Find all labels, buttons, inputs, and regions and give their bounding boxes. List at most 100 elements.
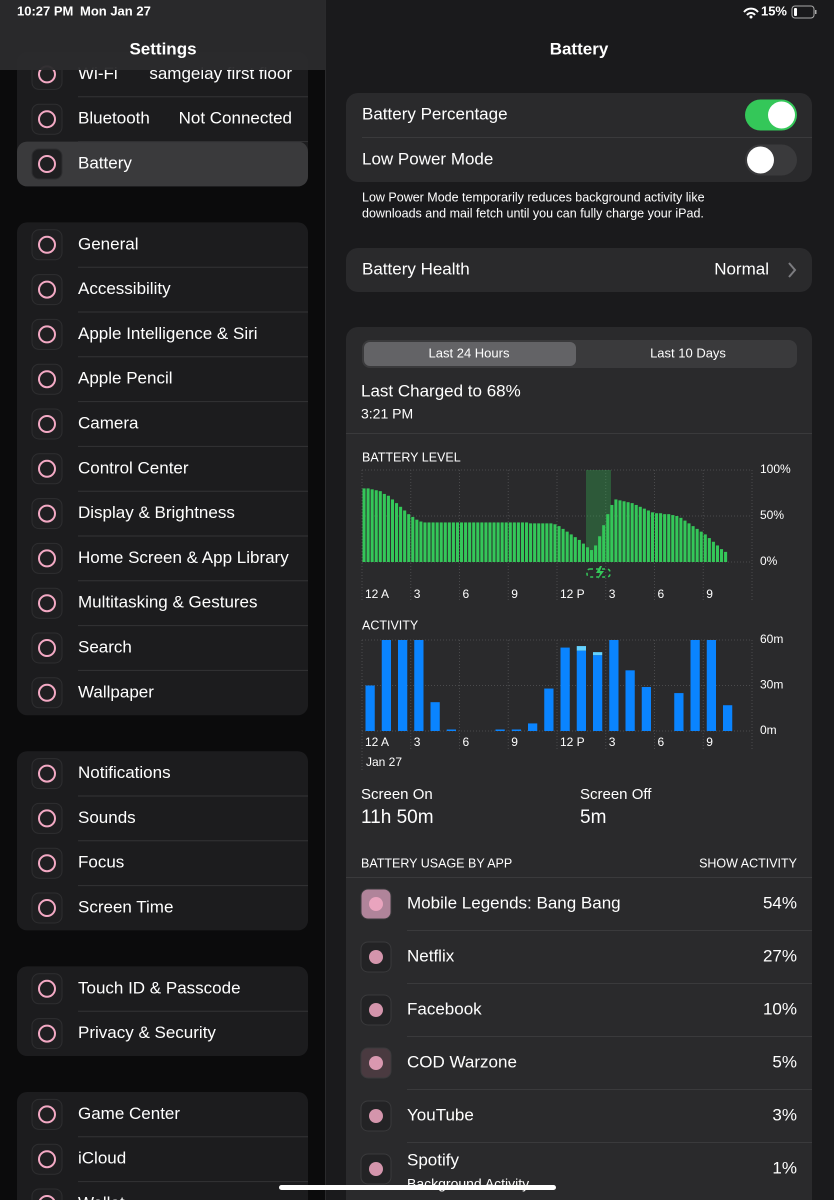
bar-segment — [723, 705, 733, 731]
bar — [606, 514, 610, 562]
card — [346, 248, 812, 292]
sidebar-row-label[interactable]: Display & Brightness — [78, 503, 235, 522]
bar-segment — [641, 687, 651, 731]
x-tick-label: 12 A — [365, 735, 389, 749]
bar-segment — [398, 640, 408, 731]
app-name: Facebook — [407, 999, 482, 1018]
health-value: Normal — [714, 259, 769, 278]
row-icon-glyph — [38, 1105, 56, 1124]
sidebar-row-label[interactable]: Accessibility — [78, 279, 171, 298]
sidebar-row-label[interactable]: Sounds — [78, 808, 136, 827]
bar — [512, 522, 516, 562]
bar — [504, 522, 508, 562]
app-icon-glyph — [369, 897, 383, 911]
row-icon — [31, 758, 63, 790]
bar — [419, 521, 423, 562]
bar — [472, 522, 476, 562]
bar — [622, 501, 626, 562]
bar — [362, 488, 366, 562]
bar — [630, 503, 634, 562]
bar-segment — [706, 640, 716, 731]
sidebar-row-label[interactable]: Wallpaper — [78, 682, 154, 701]
sidebar-row-value: Not Connected — [179, 109, 292, 128]
sidebar-row-label[interactable]: Screen Time — [78, 897, 173, 916]
bar-segment — [495, 729, 505, 731]
bar — [508, 522, 512, 562]
bar — [549, 523, 553, 562]
bar — [634, 504, 638, 562]
bar — [447, 522, 451, 562]
sidebar-row-label[interactable]: Home Screen & App Library — [78, 548, 289, 567]
bar — [378, 491, 382, 562]
toggle-knob — [747, 146, 774, 174]
bar — [614, 499, 618, 562]
bar — [431, 522, 435, 562]
bar — [720, 549, 724, 562]
wifi-dot — [749, 15, 753, 19]
bar — [655, 513, 659, 562]
bar — [529, 523, 533, 562]
bar — [590, 550, 594, 562]
bar — [646, 510, 650, 562]
screen-total: 11h 50m — [361, 807, 434, 828]
bar — [386, 495, 390, 562]
sidebar-row-label[interactable]: Touch ID & Passcode — [78, 978, 241, 997]
sidebar-row-label[interactable]: Game Center — [78, 1104, 180, 1123]
row-icon — [31, 408, 63, 440]
app-icon-glyph — [369, 1056, 383, 1070]
bar — [484, 522, 488, 562]
bar — [553, 524, 557, 562]
bar — [659, 513, 663, 562]
row-icon — [31, 542, 63, 574]
sidebar-row-label[interactable]: iCloud — [78, 1149, 126, 1168]
segment-selected[interactable] — [364, 342, 576, 366]
sidebar-row-label[interactable]: Apple Pencil — [78, 369, 173, 388]
app-icon-glyph — [369, 950, 383, 964]
footnote: downloads and mail fetch until you can f… — [362, 206, 704, 220]
sidebar-row-label[interactable]: General — [78, 234, 138, 253]
row-icon — [31, 973, 63, 1005]
bar — [545, 523, 549, 562]
row-icon-glyph — [38, 594, 56, 613]
sidebar-row-label[interactable]: Wallet — [78, 1193, 125, 1200]
bar — [516, 522, 520, 562]
sidebar-row-label[interactable]: Battery — [78, 153, 132, 172]
row-icon-glyph — [38, 549, 56, 568]
sidebar-row-label[interactable]: Bluetooth — [78, 109, 150, 128]
home-indicator — [279, 1185, 556, 1190]
bar-segment — [690, 640, 700, 731]
bar — [557, 526, 561, 562]
bar-segment — [365, 685, 375, 731]
sidebar-row-label[interactable]: Camera — [78, 413, 139, 432]
x-tick-label: 6 — [658, 735, 665, 749]
usage-action: SHOW ACTIVITY — [699, 856, 798, 870]
bar — [618, 500, 622, 562]
bar — [691, 526, 695, 562]
bar — [427, 522, 431, 562]
sidebar-title: Settings — [129, 39, 196, 58]
bar — [667, 514, 671, 562]
y-tick-label: 100% — [760, 462, 791, 476]
segment-label: Last 24 Hours — [429, 345, 510, 360]
row-icon-glyph — [38, 235, 56, 254]
charging-bolt — [596, 566, 604, 579]
screen-total: 5m — [580, 807, 606, 828]
sidebar-row-label[interactable]: Focus — [78, 853, 124, 872]
sidebar-row-label[interactable]: Search — [78, 637, 132, 656]
sidebar-row-label[interactable]: Multitasking & Gestures — [78, 593, 258, 612]
bar — [525, 522, 529, 562]
app-name: Netflix — [407, 946, 455, 965]
bar-segment — [430, 702, 440, 731]
bar — [366, 488, 370, 562]
bar — [537, 523, 541, 562]
sidebar-row-label[interactable]: Apple Intelligence & Siri — [78, 324, 258, 343]
sidebar-row-label[interactable]: Privacy & Security — [78, 1023, 216, 1042]
row-icon — [31, 453, 63, 485]
sidebar-row-label[interactable]: Control Center — [78, 458, 189, 477]
sidebar-row-label[interactable]: Notifications — [78, 763, 171, 782]
bar-segment — [593, 655, 603, 731]
row-icon-glyph — [38, 504, 56, 523]
bar — [533, 523, 537, 562]
